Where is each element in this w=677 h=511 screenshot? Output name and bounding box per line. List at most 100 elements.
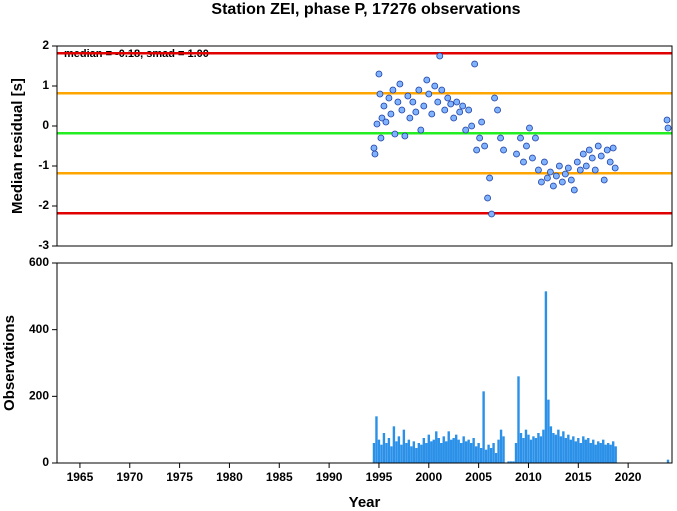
- point: [594, 142, 602, 150]
- y-tick-label: 1: [42, 78, 49, 92]
- bar: [554, 434, 558, 463]
- point: [481, 142, 489, 150]
- bar: [542, 429, 545, 463]
- point: [417, 126, 425, 134]
- bar: [589, 443, 592, 463]
- bar: [382, 433, 386, 463]
- point: [552, 172, 560, 180]
- y-tick-label: 600: [29, 255, 49, 269]
- bar: [607, 443, 610, 463]
- bar: [415, 448, 418, 463]
- point: [591, 166, 599, 174]
- bar: [509, 461, 513, 463]
- x-tick-label: 1985: [266, 470, 293, 484]
- point: [459, 102, 467, 110]
- bar: [609, 444, 612, 463]
- bar: [614, 446, 617, 463]
- point: [663, 116, 671, 124]
- bar: [577, 438, 580, 463]
- bar: [512, 461, 515, 463]
- point: [462, 126, 470, 134]
- point: [436, 52, 444, 60]
- y-tick-label: 200: [29, 389, 49, 403]
- bar: [432, 439, 435, 463]
- x-tick-label: 1990: [316, 470, 343, 484]
- bar: [597, 441, 600, 463]
- bar: [534, 438, 538, 463]
- point: [491, 94, 498, 102]
- point: [535, 166, 542, 174]
- bar: [435, 431, 438, 463]
- point: [488, 210, 495, 218]
- y-tick-label: -2: [38, 198, 49, 212]
- bar: [539, 436, 543, 463]
- point: [532, 134, 539, 142]
- bar: [377, 439, 381, 463]
- bar: [562, 431, 565, 463]
- bar: [602, 439, 605, 463]
- point: [441, 106, 449, 114]
- bar: [410, 446, 413, 463]
- point: [555, 162, 563, 170]
- point: [382, 118, 390, 126]
- bar: [489, 448, 493, 463]
- bar: [527, 434, 530, 463]
- bar: [572, 436, 575, 463]
- point: [465, 106, 473, 114]
- x-tick-label: 1970: [116, 470, 143, 484]
- y-axis-label: Median residual [s]: [9, 78, 26, 214]
- point: [582, 162, 590, 170]
- point: [486, 174, 493, 182]
- bar: [390, 446, 393, 463]
- x-tick-label: 2010: [515, 470, 542, 484]
- bar: [544, 291, 548, 463]
- point: [409, 98, 417, 106]
- bar: [430, 441, 433, 463]
- point: [588, 154, 596, 162]
- bar: [502, 436, 505, 463]
- point: [606, 158, 614, 166]
- bar: [499, 429, 503, 463]
- bar: [666, 459, 670, 463]
- bar: [487, 444, 490, 463]
- x-tick-label: 2020: [615, 470, 642, 484]
- bar: [492, 443, 495, 463]
- bar: [549, 426, 553, 463]
- point: [425, 90, 433, 98]
- bar: [455, 434, 458, 463]
- bar: [380, 444, 383, 463]
- bar: [552, 433, 555, 463]
- x-tick-label: 1995: [366, 470, 393, 484]
- bar: [532, 436, 535, 463]
- point: [406, 114, 414, 122]
- bar: [385, 443, 388, 463]
- bar: [417, 443, 421, 463]
- point: [549, 182, 557, 190]
- point: [664, 124, 672, 132]
- point: [376, 90, 384, 98]
- bar: [547, 399, 550, 463]
- bar: [405, 443, 408, 463]
- bar: [425, 443, 428, 463]
- point: [404, 92, 412, 100]
- bar: [445, 441, 448, 463]
- point: [500, 146, 507, 154]
- point: [585, 146, 593, 154]
- point: [394, 98, 402, 106]
- point: [398, 106, 406, 114]
- point: [423, 76, 431, 84]
- plot-frame: [56, 45, 673, 247]
- x-tick-label: 1965: [67, 470, 94, 484]
- point: [561, 170, 569, 178]
- bar: [522, 438, 525, 463]
- point: [544, 174, 551, 182]
- bar: [402, 429, 406, 463]
- point: [609, 144, 617, 152]
- point: [603, 146, 611, 154]
- point: [468, 122, 476, 130]
- y-axis-label: Observations: [1, 315, 18, 411]
- bar: [412, 441, 416, 463]
- bar: [472, 438, 475, 463]
- y-tick-label: 400: [29, 322, 49, 336]
- point: [377, 134, 385, 142]
